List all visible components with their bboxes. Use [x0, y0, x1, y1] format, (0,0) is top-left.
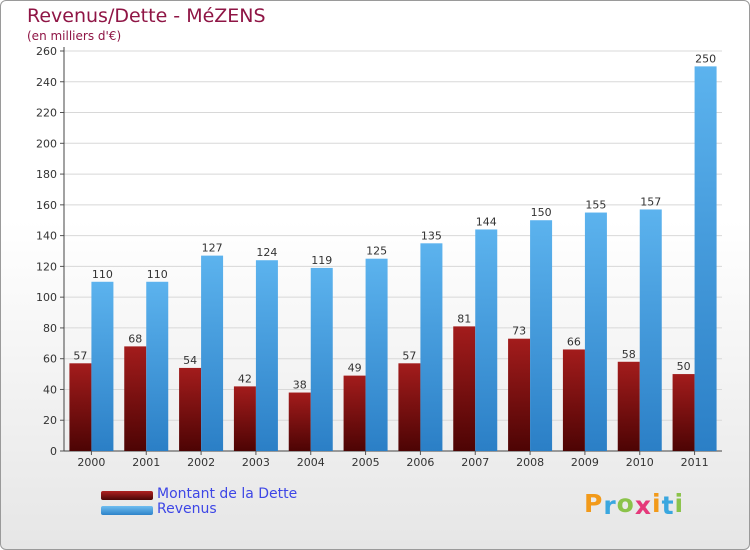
data-label-dette-2008: 73	[512, 325, 526, 338]
y-tick-label: 40	[43, 383, 57, 396]
data-label-dette-2002: 54	[183, 354, 197, 367]
bar-revenus-2005	[365, 258, 388, 451]
y-tick-label: 140	[36, 230, 57, 243]
data-label-revenus-2006: 135	[421, 229, 442, 242]
data-label-revenus-2004: 119	[311, 254, 332, 267]
y-tick-label: 260	[36, 45, 57, 58]
bar-dette-2001	[124, 346, 147, 451]
bar-revenus-2001	[146, 281, 169, 451]
x-tick-label: 2010	[626, 456, 654, 469]
data-label-revenus-2009: 155	[585, 199, 606, 212]
x-tick-label: 2009	[571, 456, 599, 469]
legend-swatch-dette	[101, 491, 153, 500]
data-label-revenus-2011: 250	[695, 52, 716, 65]
bar-revenus-2010	[639, 209, 662, 451]
data-label-revenus-2001: 110	[147, 268, 168, 281]
y-tick-label: 20	[43, 414, 57, 427]
data-label-dette-2011: 50	[677, 360, 691, 373]
bar-revenus-2007	[475, 229, 498, 451]
y-tick-label: 100	[36, 291, 57, 304]
y-tick-label: 160	[36, 199, 57, 212]
bar-dette-2003	[233, 386, 256, 451]
x-tick-label: 2007	[461, 456, 489, 469]
bar-dette-2009	[562, 349, 585, 451]
data-label-revenus-2005: 125	[366, 245, 387, 258]
logo-letter: o	[616, 489, 635, 518]
logo-letter: t	[661, 491, 675, 520]
bar-revenus-2003	[255, 260, 278, 451]
legend-label-revenus: Revenus	[157, 501, 217, 517]
data-label-dette-2004: 38	[293, 379, 307, 392]
y-tick-label: 240	[36, 76, 57, 89]
y-tick-label: 0	[50, 445, 57, 458]
bar-revenus-2004	[310, 267, 333, 451]
data-label-revenus-2010: 157	[640, 195, 661, 208]
y-tick-label: 220	[36, 107, 57, 120]
x-tick-label: 2002	[187, 456, 215, 469]
data-label-dette-2001: 68	[128, 332, 142, 345]
bar-revenus-2009	[584, 212, 607, 451]
data-label-dette-2009: 66	[567, 335, 581, 348]
data-label-dette-2000: 57	[73, 349, 87, 362]
y-tick-label: 120	[36, 260, 57, 273]
data-label-revenus-2003: 124	[256, 246, 277, 259]
x-tick-label: 2005	[352, 456, 380, 469]
x-tick-label: 2008	[516, 456, 544, 469]
y-tick-label: 180	[36, 168, 57, 181]
bar-dette-2000	[69, 363, 92, 451]
x-tick-label: 2001	[132, 456, 160, 469]
x-tick-label: 2004	[297, 456, 325, 469]
bar-dette-2008	[508, 338, 531, 451]
logo-letter: r	[603, 491, 617, 520]
bar-dette-2005	[343, 375, 366, 451]
bar-dette-2007	[453, 326, 476, 451]
bar-revenus-2002	[201, 255, 224, 451]
logo-letter: i	[674, 489, 685, 518]
y-tick-label: 80	[43, 322, 57, 335]
legend-label-dette: Montant de la Dette	[157, 486, 298, 502]
data-label-dette-2006: 57	[402, 349, 416, 362]
data-label-dette-2003: 42	[238, 372, 252, 385]
x-tick-label: 2006	[406, 456, 434, 469]
data-label-revenus-2002: 127	[202, 242, 223, 255]
bar-revenus-2011	[694, 66, 717, 451]
x-tick-label: 2000	[77, 456, 105, 469]
bar-revenus-2006	[420, 243, 443, 451]
data-label-dette-2010: 58	[622, 348, 636, 361]
x-tick-label: 2003	[242, 456, 270, 469]
data-label-revenus-2007: 144	[476, 215, 497, 228]
logo-letter: P	[584, 489, 604, 518]
proxiti-logo: Proxiti	[584, 489, 685, 520]
bar-dette-2002	[179, 367, 202, 451]
data-label-revenus-2000: 110	[92, 268, 113, 281]
data-label-dette-2007: 81	[457, 312, 471, 325]
chart-title: Revenus/Dette - MéZENS	[27, 5, 266, 27]
bar-dette-2010	[617, 361, 640, 451]
bar-dette-2004	[288, 392, 311, 451]
bar-revenus-2000	[91, 281, 114, 451]
logo-letter: i	[652, 489, 662, 518]
logo-letter: x	[634, 491, 652, 520]
chart-subtitle: (en milliers d'€)	[27, 29, 122, 43]
y-tick-label: 60	[43, 353, 57, 366]
bar-revenus-2008	[530, 220, 553, 451]
bar-dette-2011	[672, 374, 695, 451]
legend-swatch-revenus	[101, 506, 153, 515]
data-label-dette-2005: 49	[348, 362, 362, 375]
y-tick-label: 200	[36, 137, 57, 150]
data-label-revenus-2008: 150	[531, 206, 552, 219]
x-tick-label: 2011	[681, 456, 709, 469]
bar-dette-2006	[398, 363, 421, 451]
